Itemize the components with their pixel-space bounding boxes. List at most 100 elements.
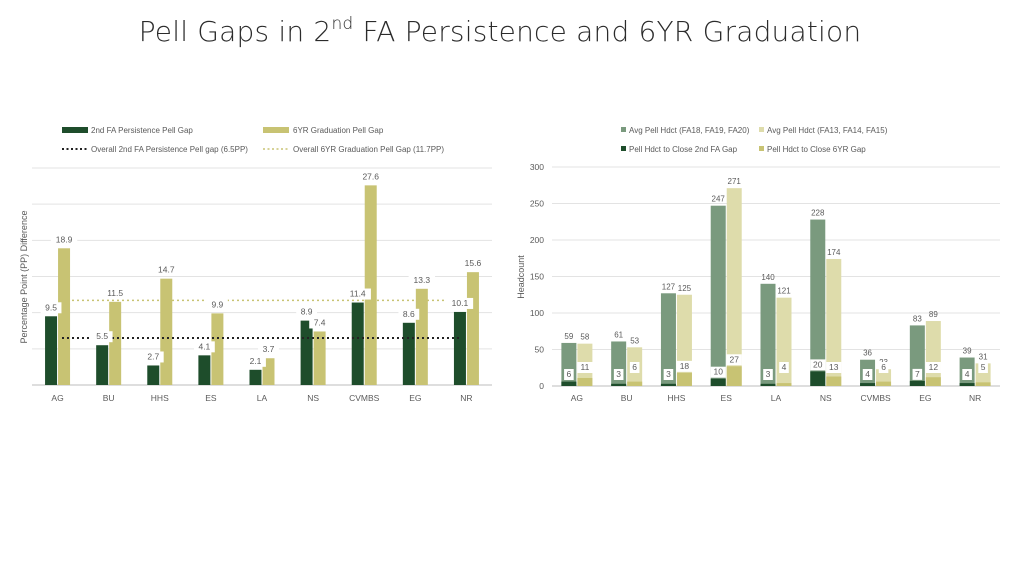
right-close-persistence-value-label-bg xyxy=(962,369,972,380)
left-graduation-value-label: 14.7 xyxy=(158,265,175,275)
left-persistence-value-label: 2.1 xyxy=(250,356,262,366)
left-persistence-value-label: 8.6 xyxy=(403,309,415,319)
right-close-graduation-value-label-bg xyxy=(676,360,693,372)
left-bar-persistence xyxy=(351,302,364,385)
right-bar-avg-hdct-earlier xyxy=(676,294,692,386)
title-superscript: nd xyxy=(331,14,354,34)
left-persistence-value-label-bg xyxy=(296,306,318,318)
legend-swatch-close-graduation xyxy=(759,146,764,151)
right-avg-earlier-value-label: 125 xyxy=(678,284,692,293)
right-bar-close-graduation xyxy=(925,377,941,386)
right-close-persistence-value-label: 10 xyxy=(713,367,723,377)
left-graduation-value-label: 3.7 xyxy=(263,344,275,354)
right-bar-close-graduation xyxy=(826,376,842,386)
right-x-tick-label: LA xyxy=(771,393,782,403)
left-graduation-value-label-bg xyxy=(153,264,180,276)
right-close-persistence-value-label-bg xyxy=(564,369,574,380)
right-avg-recent-value-label: 61 xyxy=(614,330,623,339)
right-bar-close-persistence xyxy=(611,383,627,386)
left-persistence-value-label: 8.9 xyxy=(301,307,313,317)
legend-swatch-close-persistence xyxy=(621,146,626,151)
left-bar-persistence xyxy=(45,316,58,385)
legend-label-persistence: 2nd FA Persistence Pell Gap xyxy=(91,126,193,135)
right-x-tick-label: BU xyxy=(621,393,633,403)
left-bar-persistence xyxy=(249,369,262,385)
left-graduation-value-label-bg xyxy=(50,234,78,246)
title-suffix: FA Persistence and 6YR Graduation xyxy=(353,15,862,48)
right-close-graduation-value-label: 4 xyxy=(782,362,787,372)
right-avg-recent-value-label: 247 xyxy=(712,195,726,204)
left-x-tick-label: LA xyxy=(257,393,268,403)
right-close-graduation-value-label-bg xyxy=(779,362,789,373)
right-close-persistence-value-label-bg xyxy=(912,368,923,380)
right-close-graduation-value-label: 11 xyxy=(580,362,589,372)
right-close-graduation-value-label-bg xyxy=(726,354,742,366)
right-bar-close-graduation xyxy=(876,381,892,386)
right-bar-avg-hdct-recent xyxy=(760,283,776,386)
left-graduation-value-label-bg xyxy=(408,274,436,286)
right-y-tick-label: 250 xyxy=(530,199,544,209)
left-graduation-value-label-bg xyxy=(101,287,129,299)
right-close-persistence-value-label-bg xyxy=(862,369,873,380)
right-bar-close-persistence xyxy=(710,378,726,386)
right-avg-earlier-value-label: 31 xyxy=(979,352,988,361)
left-persistence-value-label: 5.5 xyxy=(96,331,108,341)
right-bar-avg-hdct-recent xyxy=(810,219,826,386)
right-close-persistence-value-label: 20 xyxy=(813,359,823,369)
legend-swatch-graduation xyxy=(263,127,289,133)
right-bar-close-graduation xyxy=(577,377,593,386)
right-avg-recent-value-label: 59 xyxy=(564,332,573,341)
left-y-axis-title: Percentage Point (PP) Difference xyxy=(19,211,29,344)
left-persistence-value-label-bg xyxy=(344,288,371,300)
right-bar-avg-hdct-earlier xyxy=(726,188,742,386)
left-graduation-value-label: 13.3 xyxy=(414,275,431,285)
right-x-tick-label: CVMBS xyxy=(860,393,891,403)
legend-label-overall-persistence: Overall 2nd FA Persistence Pell gap (6.5… xyxy=(91,145,248,154)
legend-label-close-graduation: Pell Hdct to Close 6YR Gap xyxy=(767,145,866,154)
right-x-tick-label: NS xyxy=(820,393,832,403)
right-avg-earlier-value-label: 53 xyxy=(630,336,639,345)
right-close-persistence-value-label: 3 xyxy=(616,369,621,379)
right-close-graduation-value-label: 13 xyxy=(829,362,839,372)
left-bar-graduation xyxy=(211,313,224,385)
right-avg-earlier-value-label: 89 xyxy=(929,310,938,319)
left-persistence-value-label-bg xyxy=(398,308,420,320)
left-graduation-value-label: 7.4 xyxy=(314,317,326,327)
left-persistence-value-label-bg xyxy=(91,331,113,343)
right-bar-close-persistence xyxy=(561,381,577,386)
right-close-persistence-value-label: 6 xyxy=(567,369,572,379)
right-bar-avg-hdct-earlier xyxy=(826,258,842,386)
left-persistence-value-label-bg xyxy=(193,341,215,353)
right-bar-close-persistence xyxy=(959,383,975,386)
right-avg-recent-value-label: 39 xyxy=(963,347,972,356)
right-y-tick-label: 300 xyxy=(530,162,544,172)
right-y-tick-label: 50 xyxy=(535,345,545,355)
right-avg-recent-value-label: 83 xyxy=(913,314,922,323)
right-bar-close-graduation xyxy=(627,381,643,386)
right-y-axis-title: Headcount xyxy=(516,255,526,299)
left-bar-graduation xyxy=(364,185,377,385)
right-avg-recent-value-label: 228 xyxy=(811,209,825,218)
left-x-tick-label: NS xyxy=(307,393,319,403)
left-persistence-value-label-bg xyxy=(245,355,266,367)
left-graduation-value-label-bg xyxy=(357,171,384,183)
legend-label-avg-recent: Avg Pell Hdct (FA18, FA19, FA20) xyxy=(629,126,750,135)
left-bar-graduation xyxy=(160,278,173,385)
right-close-graduation-value-label: 5 xyxy=(981,362,986,372)
right-bar-avg-hdct-recent xyxy=(660,293,676,386)
right-x-tick-label: AG xyxy=(571,393,583,403)
left-bar-persistence xyxy=(147,365,160,385)
right-close-persistence-value-label-bg xyxy=(613,369,624,380)
right-close-graduation-value-label: 6 xyxy=(881,362,886,372)
right-close-graduation-value-label: 6 xyxy=(632,362,637,372)
left-graduation-value-label-bg xyxy=(309,317,331,329)
left-persistence-value-label-bg xyxy=(40,302,62,314)
right-bar-close-graduation xyxy=(726,366,742,386)
right-close-graduation-value-label-bg xyxy=(577,362,593,373)
legend-swatch-persistence xyxy=(62,127,88,133)
left-bar-graduation xyxy=(313,331,326,385)
left-bar-persistence xyxy=(198,355,211,385)
right-bar-avg-hdct-recent xyxy=(710,205,726,386)
right-close-persistence-value-label: 7 xyxy=(915,369,920,379)
